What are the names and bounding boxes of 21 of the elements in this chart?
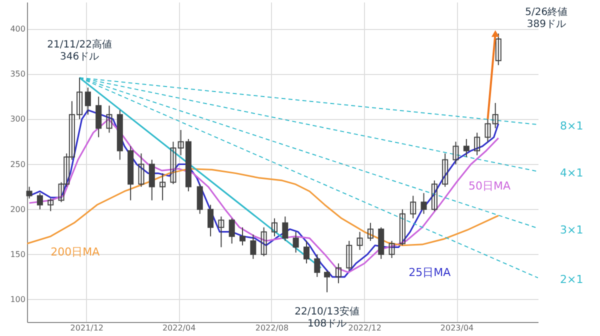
- text: 3×1: [560, 223, 584, 236]
- x-tick-label: 2022/04: [162, 324, 196, 332]
- y-tick-label: 300: [10, 114, 26, 124]
- x-tick-label: 2021/12: [70, 324, 104, 332]
- x-tick-label: 2023/04: [440, 324, 474, 332]
- y-tick-label: 200: [10, 204, 26, 214]
- x-tick-label: 2022/08: [255, 324, 289, 332]
- y-tick-label: 100: [10, 294, 26, 304]
- y-tick-label: 350: [10, 70, 26, 79]
- series-label: 200日MA: [50, 245, 100, 258]
- y-tick-label: 400: [10, 24, 26, 34]
- y-tick-label: 250: [10, 160, 26, 169]
- series-label: 50日MA: [468, 179, 511, 192]
- x-tick-label: 2022/12: [348, 324, 382, 332]
- y-tick-label: 150: [10, 250, 26, 259]
- text: 4×1: [560, 166, 584, 180]
- series-label: 25日MA: [408, 266, 452, 280]
- text: 2×1: [560, 272, 584, 286]
- text: 8×1: [560, 120, 584, 133]
- annotation: 5/26終値 389ドル: [525, 6, 568, 30]
- annotation: 21/11/22高値 346ドル: [47, 38, 112, 63]
